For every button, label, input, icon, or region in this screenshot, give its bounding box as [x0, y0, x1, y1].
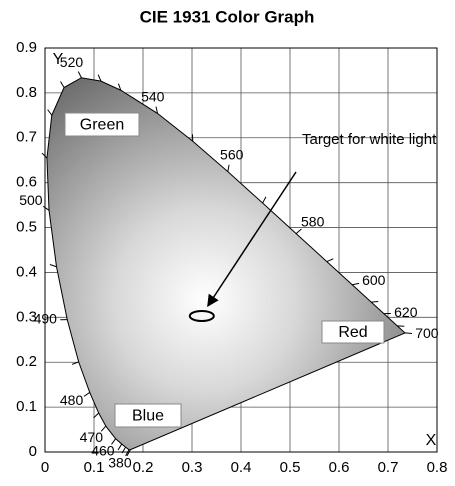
locus-tick — [41, 152, 48, 159]
region-label: Blue — [132, 408, 164, 425]
locus-tick — [125, 449, 130, 457]
wavelength-label: 490 — [34, 311, 58, 327]
locus-tick — [47, 109, 53, 116]
plot-frame — [44, 47, 438, 453]
locus-tick — [71, 361, 79, 365]
locus-tick — [100, 425, 107, 432]
x-tick-label: 0.8 — [427, 459, 448, 476]
wavelength-label: 520 — [60, 54, 84, 70]
y-tick-label: 0.2 — [16, 353, 37, 370]
wavelength-label: 700 — [415, 325, 439, 341]
wavelength-label: 560 — [220, 147, 244, 163]
wavelength-label: 540 — [141, 88, 165, 104]
region-label: Red — [338, 324, 367, 341]
locus-tick — [111, 438, 116, 445]
locus-tick — [295, 228, 302, 234]
locus-tick — [262, 196, 267, 204]
locus-tick — [117, 83, 122, 91]
locus-tick — [352, 282, 360, 286]
locus-tick — [326, 258, 334, 263]
wavelength-label: 470 — [80, 429, 104, 445]
x-tick-label: 0.5 — [280, 459, 301, 476]
y-axis-label: Y — [53, 51, 64, 68]
y-tick-label: 0.1 — [16, 398, 37, 415]
locus-tick — [77, 71, 82, 78]
region-box — [114, 403, 182, 428]
chart-title: CIE 1931 Color Graph — [140, 7, 315, 26]
locus-tick — [49, 264, 57, 268]
spectral-locus — [46, 77, 406, 451]
locus-tick — [60, 81, 65, 88]
region-label: Green — [80, 117, 124, 134]
y-tick-label: 0.7 — [16, 129, 37, 146]
region-box — [64, 112, 140, 137]
y-tick-label: 0.5 — [16, 219, 37, 236]
locus-tick — [117, 443, 123, 451]
y-tick-label: 0.6 — [16, 174, 37, 191]
wavelength-label: 620 — [394, 304, 418, 320]
wavelength-label: 580 — [301, 214, 325, 230]
wavelength-label: 600 — [362, 272, 386, 288]
x-tick-label: 0.3 — [182, 459, 203, 476]
region-box — [321, 320, 385, 344]
y-tick-label: 0.4 — [16, 263, 37, 280]
y-tick-label: 0.8 — [16, 84, 37, 101]
y-tick-label: 0 — [29, 443, 37, 460]
wavelength-label: 380 — [108, 455, 132, 471]
locus-tick — [404, 332, 413, 334]
x-axis-label: X — [426, 432, 437, 449]
annotation: Target for white light — [302, 131, 437, 148]
wavelength-label: 480 — [60, 392, 84, 408]
locus-tick — [126, 449, 131, 457]
x-tick-label: 0.4 — [231, 459, 252, 476]
x-tick-label: 0.6 — [329, 459, 350, 476]
wavelength-label: 500 — [19, 192, 43, 208]
locus-tick — [371, 300, 379, 303]
y-tick-label: 0.9 — [16, 39, 37, 56]
x-tick-label: 0.1 — [84, 459, 105, 476]
wavelength-label: 460 — [91, 442, 115, 458]
target-marker — [188, 309, 215, 322]
x-tick-label: 0 — [41, 459, 49, 476]
x-tick-label: 0.2 — [133, 459, 154, 476]
x-tick-label: 0.7 — [378, 459, 399, 476]
locus-tick — [155, 106, 158, 114]
locus-tick — [83, 392, 91, 397]
locus-tick — [42, 205, 50, 211]
annotation-arrow — [207, 171, 297, 307]
locus-tick — [93, 412, 100, 419]
locus-tick — [97, 74, 102, 82]
locus-tick — [227, 164, 230, 172]
locus-tick — [121, 446, 126, 454]
y-tick-label: 0.3 — [16, 308, 37, 325]
